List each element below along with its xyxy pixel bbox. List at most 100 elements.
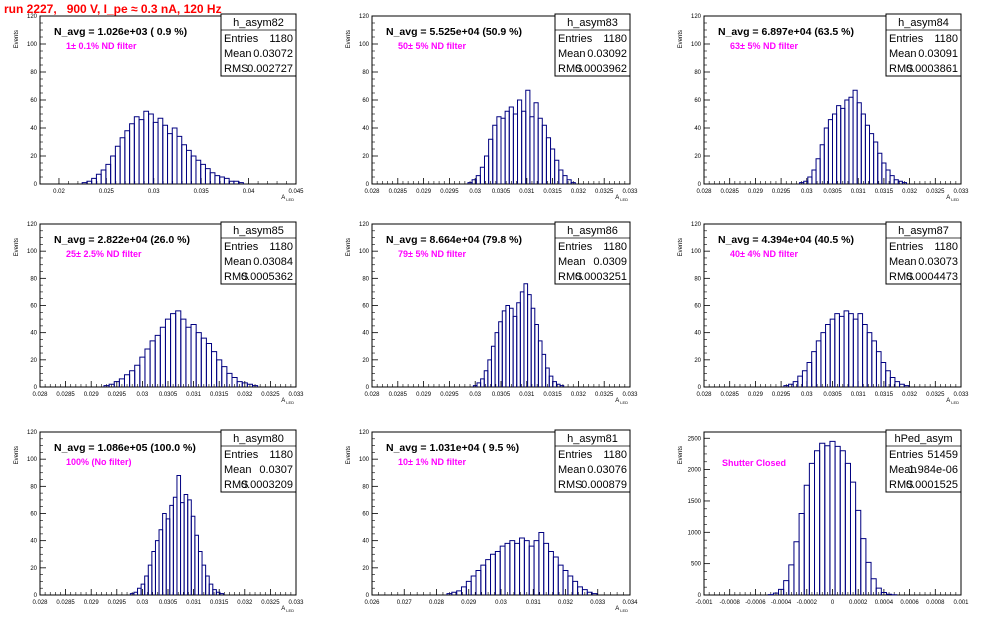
x-tick-label: 0.031 xyxy=(519,392,535,398)
navg-label: N_avg = 1.086e+05 (100.0 %) xyxy=(54,442,196,454)
x-tick-label: 0.0315 xyxy=(210,392,229,398)
y-tick-label: 40 xyxy=(694,331,701,337)
y-tick-label: 20 xyxy=(362,566,369,572)
histogram-bin xyxy=(194,534,199,595)
histogram-bin xyxy=(147,564,153,595)
histogram-bin xyxy=(148,113,154,184)
y-tick-label: 60 xyxy=(362,98,369,104)
stat-label: Mean xyxy=(224,48,252,60)
stat-value: 1180 xyxy=(603,449,627,461)
hist-name: h_asym83 xyxy=(567,17,618,29)
x-tick-label: 0.028 xyxy=(696,189,712,195)
histogram-bin xyxy=(208,583,214,595)
histogram-bin xyxy=(221,366,228,387)
histogram-bin xyxy=(483,370,489,387)
stats-box: h_asym83 Entries 1180 Mean 0.03092 RMS0.00039… xyxy=(554,13,631,77)
y-tick-label: 60 xyxy=(362,512,369,518)
histogram-bin xyxy=(793,541,800,595)
stat-value: 0.03076 xyxy=(587,464,627,476)
y-tick-label: 100 xyxy=(27,42,38,48)
stat-label: Entries xyxy=(224,241,259,253)
y-tick-label: 60 xyxy=(30,512,37,518)
x-tick-label: 0.045 xyxy=(288,189,304,195)
x-tick-label: 0.033 xyxy=(953,392,969,398)
y-tick-label: 120 xyxy=(691,14,702,20)
x-tick-label: 0.0285 xyxy=(721,189,740,195)
histogram-bin xyxy=(875,351,882,387)
histogram-bin xyxy=(187,499,192,595)
filter-label: 25± 2.5% ND filter xyxy=(66,249,142,259)
histogram-bin xyxy=(834,445,841,595)
x-tick-label: 0.0325 xyxy=(926,392,945,398)
x-tick-label: 0.03 xyxy=(469,189,481,195)
histogram-bin xyxy=(548,551,554,595)
histogram-bars xyxy=(446,532,598,595)
x-tick-label: 0.027 xyxy=(397,600,413,606)
x-axis-label: ALED xyxy=(281,398,294,405)
stat-label: Entries xyxy=(889,33,924,45)
histogram-bin xyxy=(811,169,817,184)
x-tick-label: 0.0295 xyxy=(440,392,459,398)
hist-name: h_asym87 xyxy=(898,225,949,237)
histogram-bin xyxy=(471,179,477,184)
y-tick-label: 100 xyxy=(359,42,370,48)
histogram-bin xyxy=(492,124,498,184)
x-tick-label: 0.0325 xyxy=(926,189,945,195)
histogram-bin xyxy=(815,340,822,387)
stat-label: Mean xyxy=(558,48,586,60)
histogram-bin xyxy=(811,351,817,387)
stat-value: 51459 xyxy=(927,449,958,461)
stat-label: Entries xyxy=(224,33,259,45)
y-tick-label: 40 xyxy=(30,126,37,132)
stat-label: RMS xyxy=(224,479,248,491)
y-tick-label: 1000 xyxy=(688,530,702,536)
histogram-bin xyxy=(490,345,496,387)
histogram-bin xyxy=(562,175,568,184)
histogram-bin xyxy=(523,540,530,595)
histogram-bars xyxy=(799,89,908,184)
stat-value: 1180 xyxy=(934,33,958,45)
y-tick-label: 80 xyxy=(30,276,37,282)
histogram-bin xyxy=(903,385,910,387)
y-tick-label: 60 xyxy=(30,98,37,104)
stat-label: Entries xyxy=(558,449,593,461)
histogram-bin xyxy=(180,502,185,595)
histogram-bin xyxy=(517,99,523,184)
histogram-bin xyxy=(475,570,482,595)
stat-value: 0.03084 xyxy=(253,256,293,268)
stat-value: 0.0309 xyxy=(593,256,627,268)
stat-value: 1180 xyxy=(269,449,293,461)
histogram-bin xyxy=(176,135,183,184)
y-tick-label: 20 xyxy=(362,154,369,160)
histogram-bin xyxy=(844,99,850,184)
navg-box xyxy=(383,24,545,38)
y-tick-label: 60 xyxy=(362,304,369,310)
histogram-bin xyxy=(533,540,540,595)
histogram-bin xyxy=(525,89,531,184)
x-tick-label: 0.0004 xyxy=(875,600,894,606)
histogram-bin xyxy=(860,113,866,184)
x-axis-label: ALED xyxy=(281,195,294,202)
histogram-bin xyxy=(856,102,862,184)
panel-h_asym83: 0 20 40 60 80 100 120 Events 0.028 0.0285 0.029 0.0… xyxy=(346,13,638,202)
x-axis-label: ALED xyxy=(615,606,628,613)
x-tick-label: 0.03 xyxy=(801,189,813,195)
histogram-bin xyxy=(530,307,536,387)
navg-box xyxy=(383,232,545,246)
histogram-bin xyxy=(479,166,485,184)
x-tick-label: 0.032 xyxy=(571,392,587,398)
y-tick-label: 40 xyxy=(362,331,369,337)
x-tick-label: 0.0305 xyxy=(492,189,511,195)
x-tick-label: 0.0305 xyxy=(823,392,842,398)
histogram-bin xyxy=(880,362,887,387)
y-tick-label: 0 xyxy=(698,385,702,391)
histogram-bin xyxy=(456,590,462,595)
x-tick-label: 0.0285 xyxy=(56,392,75,398)
x-tick-label: 0.03 xyxy=(148,189,160,195)
histogram-bin xyxy=(171,127,178,184)
x-tick-label: 0.031 xyxy=(519,189,535,195)
hist-name: h_asym80 xyxy=(233,433,284,445)
histogram-bin xyxy=(820,332,827,387)
histogram-bin xyxy=(164,318,172,387)
